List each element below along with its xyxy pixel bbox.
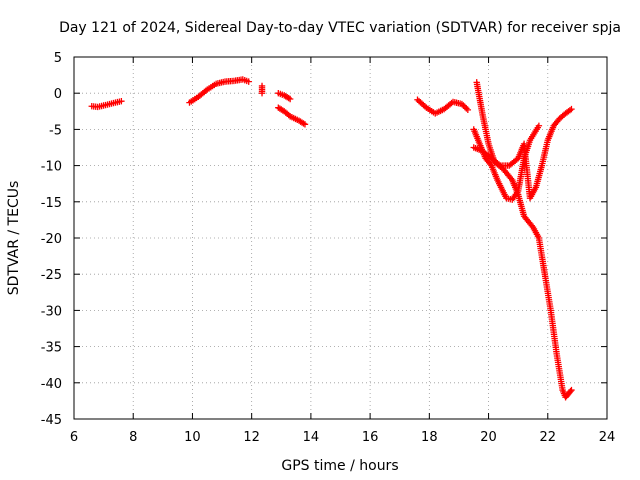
x-tick-label: 8 <box>129 430 137 445</box>
x-axis-label: GPS time / hours <box>281 458 398 474</box>
data-point <box>300 120 307 127</box>
x-tick-label: 24 <box>599 430 616 445</box>
data-point <box>461 103 469 111</box>
series-arc-3 <box>258 82 266 97</box>
series-arc-4 <box>275 90 294 103</box>
series-arc-1 <box>88 97 125 111</box>
y-axis-label: SDTVAR / TECUs <box>6 181 22 296</box>
x-tick-label: 12 <box>243 430 260 445</box>
y-tick-label: -25 <box>41 268 62 283</box>
x-tick-label: 10 <box>184 430 201 445</box>
data-point <box>285 94 292 102</box>
x-tick-label: 6 <box>70 430 78 445</box>
data-point <box>421 103 429 110</box>
data-point <box>487 160 494 168</box>
data-point <box>463 105 470 112</box>
series-arc-9 <box>473 79 575 401</box>
data-point <box>567 388 574 395</box>
y-tick-label: -45 <box>41 413 62 428</box>
x-tick-label: 18 <box>421 430 438 445</box>
series-arc-6 <box>414 96 472 117</box>
grid-lines <box>74 57 607 419</box>
y-tick-label: 5 <box>54 51 62 66</box>
data-point <box>460 102 467 109</box>
y-tick-label: -10 <box>41 160 62 175</box>
y-tick-label: -35 <box>41 341 62 356</box>
data-point <box>568 386 575 394</box>
y-tick-label: -40 <box>41 377 62 392</box>
data-point <box>118 97 125 105</box>
data-point <box>285 111 292 119</box>
data-point <box>535 122 543 129</box>
series-arc-5 <box>275 104 309 128</box>
series-arc-2 <box>186 76 252 106</box>
series-arc-8 <box>470 105 575 202</box>
data-point <box>258 90 266 97</box>
data-point <box>464 106 472 114</box>
y-tick-label: -5 <box>49 123 62 138</box>
axis-ticks: 6 8 10 12 14 16 18 20 22 24 5 0 -5 -10 -15 -20 -25 -30 -35… <box>41 51 616 445</box>
data-series <box>88 76 575 401</box>
x-tick-label: 20 <box>480 430 497 445</box>
data-point <box>286 95 294 103</box>
data-point <box>568 105 575 113</box>
data-point <box>301 121 309 128</box>
plot-frame <box>73 56 608 420</box>
data-point <box>202 87 209 94</box>
y-tick-label: -30 <box>41 304 62 319</box>
y-tick-label: -20 <box>41 232 62 247</box>
data-point <box>566 107 574 114</box>
y-tick-label: -15 <box>41 196 62 211</box>
data-point <box>458 100 466 108</box>
x-tick-label: 16 <box>362 430 379 445</box>
x-tick-label: 14 <box>303 430 320 445</box>
y-tick-label: 0 <box>54 87 62 102</box>
x-tick-label: 22 <box>540 430 557 445</box>
data-point <box>245 78 252 85</box>
chart-title: Day 121 of 2024, Sidereal Day-to-day VTE… <box>59 20 621 36</box>
